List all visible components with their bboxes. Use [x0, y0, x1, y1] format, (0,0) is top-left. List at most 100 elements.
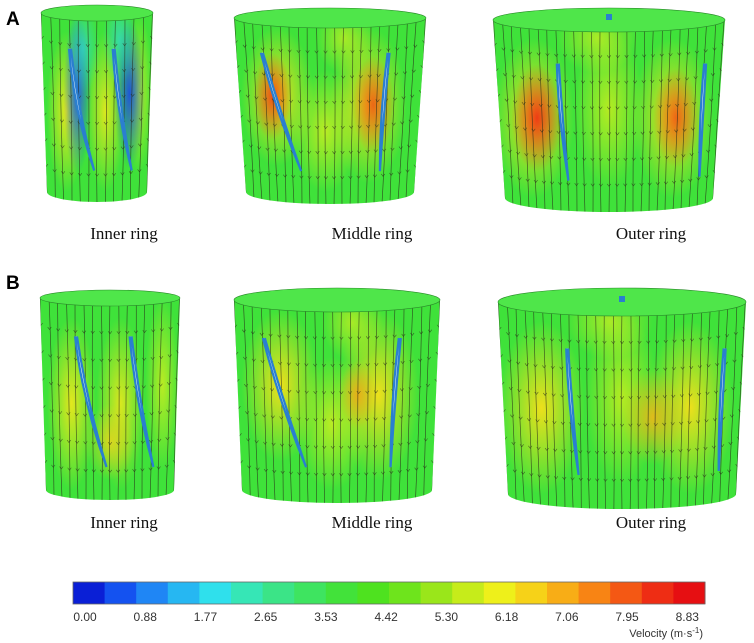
flow-arrow — [340, 100, 346, 104]
streamline — [550, 301, 558, 509]
flow-arrow — [399, 388, 404, 392]
flow-arrow — [517, 389, 522, 393]
flow-arrow — [332, 75, 337, 79]
colorbar-swatch — [262, 582, 295, 604]
flow-arrow — [116, 414, 121, 418]
velocity-blob — [85, 403, 135, 481]
flow-arrow — [632, 131, 637, 136]
colorbar-swatch — [610, 582, 643, 604]
streamline — [586, 303, 590, 509]
flow-arrow — [52, 169, 57, 173]
flow-arrow — [661, 477, 666, 481]
streamline — [315, 15, 319, 204]
flow-arrow — [398, 146, 403, 150]
flow-arrow — [265, 147, 270, 151]
flow-arrow — [296, 49, 301, 54]
flow-arrow — [566, 182, 571, 186]
flow-arrow — [305, 445, 310, 449]
streamline — [365, 299, 369, 503]
flow-arrow — [662, 395, 667, 399]
flow-arrow — [274, 173, 279, 177]
flow-arrow — [673, 155, 678, 159]
flow-arrow — [357, 150, 362, 154]
flow-arrow — [511, 442, 516, 446]
flow-arrow — [381, 173, 386, 177]
flow-arrow — [577, 422, 582, 426]
flow-arrow — [298, 125, 303, 129]
flow-arrow — [150, 384, 155, 388]
flow-arrow — [156, 466, 161, 470]
flow-arrow — [707, 124, 712, 128]
flow-arrow — [532, 154, 537, 158]
flow-arrow — [350, 75, 355, 79]
flow-arrow — [356, 445, 361, 449]
flow-arrow — [339, 418, 344, 422]
flow-arrow — [140, 40, 145, 44]
flow-arrow — [332, 176, 337, 180]
flow-arrow — [570, 477, 575, 481]
flow-arrow — [611, 396, 616, 400]
flow-arrow — [400, 361, 405, 365]
streamline — [296, 299, 301, 503]
streamline — [704, 12, 717, 206]
flow-arrow — [404, 46, 409, 50]
outer-ring-cylinder-a — [492, 7, 726, 212]
flow-arrow — [312, 336, 317, 340]
guide-vane-blade — [67, 48, 96, 171]
flow-arrow — [631, 157, 636, 161]
flow-arrow — [652, 478, 658, 482]
flow-arrow — [516, 361, 521, 365]
streamline — [165, 290, 172, 497]
flow-arrow — [272, 470, 277, 474]
flow-arrow — [641, 105, 646, 110]
flow-arrow — [297, 100, 302, 104]
flow-arrow — [332, 50, 337, 54]
guide-vane-blade-back — [606, 14, 612, 20]
flow-arrow — [560, 421, 565, 425]
flow-arrow — [263, 441, 268, 445]
flow-arrow — [574, 183, 579, 187]
flow-arrow — [253, 71, 258, 75]
flow-arrow — [364, 472, 369, 476]
flow-arrow — [397, 470, 402, 474]
flow-arrow — [64, 329, 69, 333]
flow-arrow — [288, 444, 293, 448]
flow-arrow — [99, 358, 104, 362]
flow-arrow — [649, 105, 654, 109]
flow-arrow — [91, 386, 96, 390]
streamline — [125, 293, 128, 500]
flow-arrow — [103, 95, 108, 99]
flow-arrow — [122, 43, 127, 47]
flow-arrow — [640, 131, 645, 135]
streamline — [389, 12, 399, 203]
flow-arrow — [339, 363, 344, 368]
flow-arrow — [262, 414, 267, 418]
streamline — [146, 5, 153, 195]
flow-arrow — [365, 363, 370, 367]
flow-arrow — [304, 363, 309, 367]
flow-arrow — [75, 440, 80, 444]
flow-arrow — [314, 75, 319, 79]
flow-arrow — [514, 334, 519, 338]
flow-arrow — [131, 42, 136, 46]
flow-arrow — [537, 78, 542, 82]
flow-arrow — [672, 339, 677, 343]
flow-arrow — [273, 148, 278, 152]
flow-arrow — [261, 387, 266, 391]
cylinder-top-rim — [39, 289, 181, 307]
flow-arrow — [645, 368, 650, 372]
flow-arrow — [644, 478, 649, 482]
flow-arrow — [65, 356, 70, 361]
flow-arrow — [83, 441, 88, 445]
flow-arrow — [414, 467, 419, 471]
streamline — [100, 293, 103, 500]
flow-arrow — [718, 471, 723, 475]
streamline — [341, 15, 345, 204]
flow-arrow — [401, 96, 406, 100]
flow-arrow — [289, 124, 294, 128]
flow-arrow — [113, 43, 118, 47]
flow-arrow — [125, 330, 130, 334]
flow-arrow — [116, 441, 121, 445]
flow-arrow — [315, 151, 320, 155]
guide-vane-blade — [565, 348, 580, 476]
